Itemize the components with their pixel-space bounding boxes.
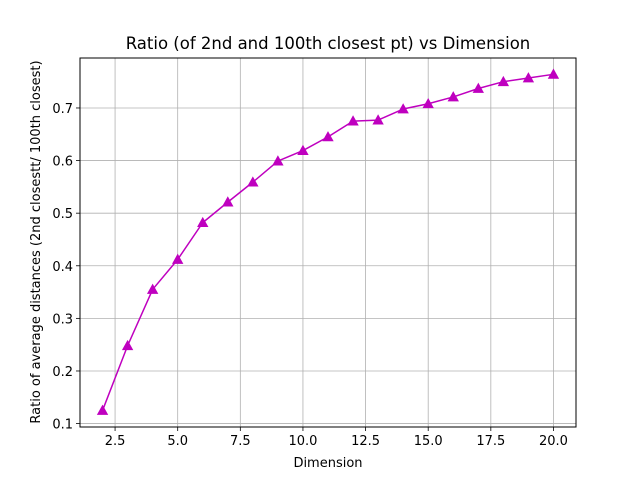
data-point-triangle [96, 404, 109, 415]
data-point-triangle [397, 103, 409, 114]
data-point-triangle [297, 144, 309, 155]
data-point-triangle [222, 196, 234, 207]
axis-ticks: 2.5 5.0 7.5 10.0 12.5 15.0 17.5 20.0 0.1 0.2 0.3 0.… [52, 102, 568, 449]
data-point-triangle [172, 253, 184, 264]
data-point-triangle [372, 114, 384, 125]
data-point-triangle [272, 155, 284, 166]
series-markers [96, 68, 560, 415]
data-point-triangle [497, 75, 510, 87]
x-tick-label: 12.5 [351, 434, 380, 449]
y-tick-label: 0.7 [52, 102, 73, 117]
data-point-triangle [146, 283, 159, 294]
data-point-triangle [547, 68, 560, 79]
x-tick-label: 10.0 [288, 434, 317, 449]
y-tick-label: 0.5 [52, 207, 73, 222]
plot-frame [79, 57, 577, 428]
x-tick-label: 15.0 [414, 434, 443, 449]
data-point-triangle [422, 97, 434, 109]
chart-title: Ratio (of 2nd and 100th closest pt) vs D… [126, 34, 531, 53]
data-point-triangle [197, 216, 209, 228]
y-tick-label: 0.4 [52, 260, 73, 275]
y-axis-label: Ratio of average distances (2nd closestt… [29, 60, 44, 423]
data-point-triangle [472, 82, 484, 93]
grid [80, 58, 576, 427]
y-tick-label: 0.3 [52, 312, 73, 327]
data-point-triangle [347, 115, 359, 126]
y-tick-label: 0.2 [52, 365, 73, 380]
y-tick-label: 0.6 [52, 155, 73, 170]
data-point-triangle [322, 131, 334, 142]
data-point-triangle [121, 339, 134, 351]
data-point-triangle [522, 72, 535, 83]
x-tick-label: 5.0 [167, 434, 188, 449]
data-point-triangle [247, 176, 259, 187]
x-axis-label: Dimension [293, 456, 362, 471]
data-point-triangle [447, 91, 459, 102]
x-tick-label: 17.5 [476, 434, 505, 449]
x-tick-label: 7.5 [230, 434, 251, 449]
y-tick-label: 0.1 [52, 418, 73, 433]
x-tick-label: 20.0 [539, 434, 568, 449]
x-tick-label: 2.5 [105, 434, 126, 449]
